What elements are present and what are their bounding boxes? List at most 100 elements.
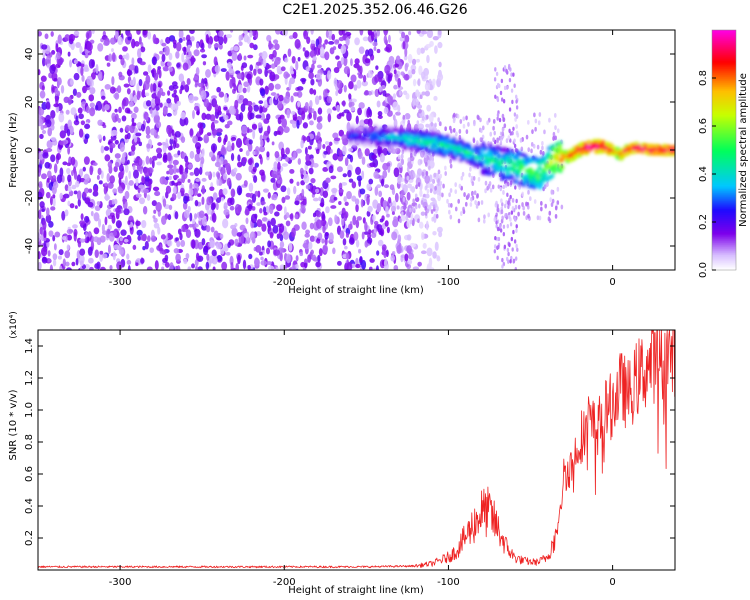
noise-cell: [496, 82, 500, 88]
colorbar-swatch: [712, 182, 736, 185]
colorbar-swatch: [712, 154, 736, 157]
noise-cell: [56, 152, 62, 161]
noise-cell: [281, 196, 286, 204]
noise-cell: [45, 101, 51, 110]
noise-cell: [552, 131, 556, 137]
noise-cell: [341, 207, 346, 216]
noise-cell: [219, 233, 224, 240]
noise-cell: [79, 260, 84, 267]
noise-cell: [335, 90, 339, 97]
noise-cell: [41, 85, 45, 91]
noise-cell: [305, 153, 311, 163]
noise-cell: [392, 114, 396, 121]
noise-cell: [416, 47, 422, 56]
noise-cell: [415, 89, 420, 97]
noise-cell: [367, 69, 374, 79]
colorbar-swatch: [712, 106, 736, 109]
noise-cell: [432, 204, 436, 210]
noise-cell: [179, 187, 185, 195]
noise-cell: [421, 116, 425, 121]
ridge-cell: [467, 146, 472, 151]
noise-cell: [203, 77, 208, 85]
noise-cell: [150, 69, 155, 74]
noise-cell: [213, 56, 218, 66]
colorbar-swatch: [712, 192, 736, 195]
noise-cell: [87, 246, 93, 256]
noise-cell: [145, 100, 152, 107]
noise-cell: [170, 103, 177, 111]
noise-cell: [520, 146, 524, 152]
noise-cell: [117, 117, 122, 124]
noise-cell: [93, 185, 98, 194]
noise-cell: [119, 237, 123, 242]
noise-cell: [554, 205, 558, 211]
noise-cell: [128, 101, 134, 108]
noise-cell: [399, 217, 402, 223]
noise-cell: [296, 119, 300, 129]
noise-cell: [261, 51, 268, 60]
noise-cell: [142, 188, 149, 194]
noise-cell: [536, 144, 540, 150]
ridge-cell: [519, 152, 524, 157]
noise-cell: [408, 31, 412, 36]
noise-cell: [283, 71, 290, 79]
noise-cell: [69, 203, 75, 209]
noise-cell: [396, 61, 403, 70]
noise-cell: [364, 240, 369, 248]
noise-cell: [249, 64, 254, 72]
noise-cell: [534, 118, 538, 124]
noise-cell: [171, 93, 177, 98]
noise-cell: [353, 84, 358, 91]
noise-cell: [88, 257, 94, 264]
noise-cell: [259, 251, 263, 256]
noise-cell: [409, 219, 413, 225]
noise-cell: [216, 128, 223, 133]
noise-cell: [211, 95, 218, 100]
noise-cell: [506, 223, 510, 229]
noise-cell: [527, 147, 531, 153]
noise-cell: [338, 188, 344, 193]
colorbar-swatch: [712, 88, 736, 91]
noise-cell: [49, 64, 56, 74]
noise-cell: [169, 262, 174, 270]
noise-cell: [314, 135, 320, 141]
noise-cell: [260, 201, 266, 205]
noise-cell: [381, 84, 386, 90]
noise-cell: [93, 227, 100, 235]
ridge-cell: [560, 165, 565, 170]
noise-cell: [217, 172, 221, 180]
noise-cell: [80, 66, 84, 76]
noise-cell: [43, 124, 48, 129]
noise-cell: [235, 262, 239, 270]
noise-cell: [419, 159, 423, 165]
ridge-cell: [503, 147, 509, 152]
colorbar-swatch: [712, 190, 736, 193]
noise-cell: [231, 51, 238, 62]
noise-cell: [56, 174, 63, 184]
noise-cell: [477, 217, 481, 223]
noise-cell: [138, 78, 143, 87]
noise-cell: [97, 167, 102, 176]
ridge-cell: [382, 143, 387, 149]
noise-cell: [366, 195, 370, 206]
noise-cell: [238, 234, 245, 245]
noise-cell: [356, 65, 361, 71]
noise-cell: [86, 42, 93, 52]
noise-cell: [426, 104, 432, 112]
colorbar-swatch: [712, 232, 736, 235]
ridge-cell: [351, 124, 356, 129]
ridge-cell: [519, 164, 525, 170]
snr-y-axis: 0.20.40.60.81.01.21.4: [24, 338, 675, 546]
noise-cell: [358, 74, 364, 79]
noise-cell: [222, 218, 229, 229]
noise-cell: [311, 108, 315, 114]
noise-cell: [274, 150, 280, 159]
noise-cell: [61, 236, 67, 241]
colorbar-swatch: [712, 258, 736, 261]
noise-cell: [425, 220, 429, 231]
noise-cell: [202, 61, 207, 66]
noise-cell: [376, 100, 381, 108]
noise-cell: [190, 35, 195, 42]
noise-cell: [109, 175, 115, 184]
noise-cell: [91, 59, 95, 68]
